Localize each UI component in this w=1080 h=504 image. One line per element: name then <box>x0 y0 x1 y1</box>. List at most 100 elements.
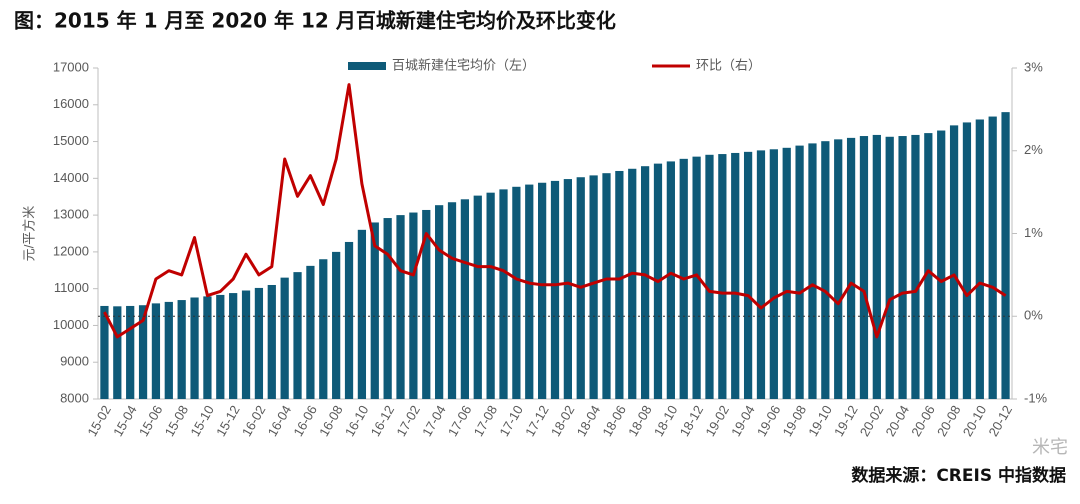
x-tick-label: 19-08 <box>780 403 810 439</box>
bar <box>357 229 367 399</box>
bar <box>628 168 637 399</box>
x-tick-label: 17-12 <box>522 403 552 439</box>
bar <box>731 152 740 399</box>
chart-title: 图：2015 年 1 月至 2020 年 12 月百城新建住宅均价及环比变化 <box>14 9 616 33</box>
bar <box>756 150 766 399</box>
x-tick-label: 19-02 <box>702 403 732 439</box>
watermark: 米宅 <box>1032 437 1068 458</box>
bar <box>126 305 135 399</box>
x-tick-label: 18-06 <box>599 403 629 439</box>
x-tick-label: 17-06 <box>445 403 475 439</box>
x-tick-label: 16-10 <box>342 403 372 439</box>
bar <box>705 154 714 399</box>
legend-swatch <box>348 62 386 70</box>
bar <box>937 130 946 399</box>
bar <box>898 136 907 400</box>
x-tick-label: 19-04 <box>728 403 758 439</box>
bar <box>435 205 444 399</box>
bar <box>113 306 122 399</box>
x-tick-label: 20-06 <box>908 403 938 439</box>
x-tick-label: 17-02 <box>393 403 423 439</box>
y2-tick-label: 0% <box>1024 308 1043 323</box>
x-tick-label: 19-10 <box>805 403 835 439</box>
bar <box>447 202 457 399</box>
bar <box>949 125 959 399</box>
bar <box>216 294 225 399</box>
y-tick-label: 13000 <box>53 207 89 222</box>
bar <box>769 149 778 399</box>
bar <box>666 161 675 399</box>
x-tick-label: 15-06 <box>136 403 166 439</box>
bar <box>808 143 817 399</box>
bar <box>615 170 624 399</box>
x-tick-label: 18-10 <box>651 403 681 439</box>
bar <box>396 215 405 399</box>
x-tick-label: 20-02 <box>857 403 887 439</box>
bar <box>538 182 547 399</box>
y-tick-label: 17000 <box>53 59 89 74</box>
bar <box>332 251 341 399</box>
x-tick-label: 16-12 <box>368 403 398 439</box>
bar <box>293 272 302 399</box>
y-tick-label: 16000 <box>53 96 89 111</box>
legend-label: 环比（右） <box>696 57 761 72</box>
bar <box>525 184 534 399</box>
bar <box>164 301 173 399</box>
x-tick-label: 15-12 <box>213 403 243 439</box>
bar <box>267 284 276 399</box>
bar <box>473 195 482 399</box>
y-tick-label: 12000 <box>53 243 89 258</box>
y2-tick-label: 2% <box>1024 142 1043 157</box>
bar <box>988 116 997 400</box>
bar <box>1001 112 1010 399</box>
bar <box>589 175 598 399</box>
y-tick-label: 8000 <box>60 390 89 405</box>
bar <box>834 139 843 400</box>
bar <box>795 145 804 399</box>
x-tick-label: 19-06 <box>754 403 784 439</box>
bar <box>962 122 972 399</box>
bar <box>743 151 753 399</box>
bar <box>692 156 701 399</box>
bar <box>924 133 933 399</box>
source: 数据来源：CREIS 中指数据 <box>851 465 1066 486</box>
bar <box>344 241 354 399</box>
bar <box>550 180 560 399</box>
bar <box>563 179 572 399</box>
bar <box>872 134 881 400</box>
bar <box>460 199 470 399</box>
bar <box>241 290 251 399</box>
bar <box>138 305 148 399</box>
bar <box>100 305 109 399</box>
bar <box>859 136 869 400</box>
x-tick-label: 15-08 <box>162 403 192 439</box>
bar <box>499 189 508 399</box>
y2-tick-label: 1% <box>1024 225 1043 240</box>
x-tick-label: 15-10 <box>187 403 217 439</box>
line <box>103 83 1007 339</box>
y-tick-label: 11000 <box>54 280 89 295</box>
x-tick-label: 15-04 <box>110 403 140 439</box>
bar <box>306 265 315 399</box>
x-tick-label: 18-08 <box>625 403 655 439</box>
x-tick-label: 17-10 <box>496 403 526 439</box>
y-tick-label: 15000 <box>53 133 89 148</box>
bar <box>177 300 186 399</box>
x-tick-label: 19-12 <box>831 403 861 439</box>
bar <box>203 296 212 399</box>
bar <box>151 303 161 399</box>
y2-tick-label: 3% <box>1024 59 1043 74</box>
x-tick-label: 18-02 <box>548 403 578 439</box>
x-tick-label: 15-02 <box>84 403 114 439</box>
bar <box>911 134 920 400</box>
x-tick-label: 18-12 <box>677 403 707 439</box>
bar <box>229 293 238 399</box>
y-tick-label: 14000 <box>53 170 89 185</box>
bar <box>254 287 264 399</box>
x-tick-label: 20-08 <box>934 403 964 439</box>
y-tick-label: 10000 <box>53 317 89 332</box>
bar <box>846 137 856 399</box>
bar <box>422 209 431 399</box>
bar <box>602 173 611 399</box>
